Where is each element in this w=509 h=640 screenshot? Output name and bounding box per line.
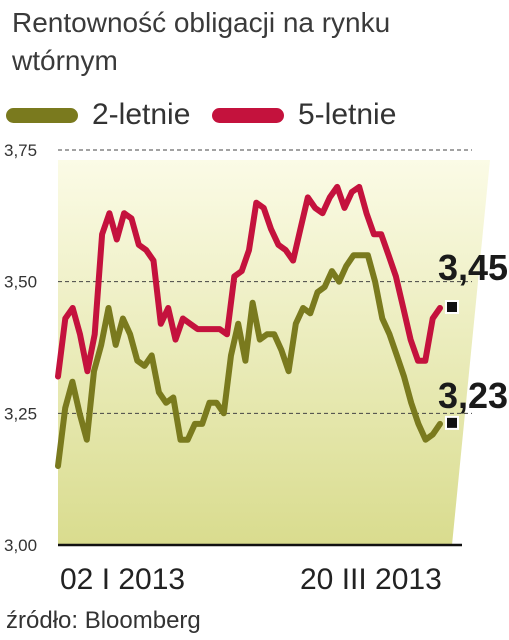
y-tick-label: 3,50 [4,273,37,292]
legend-label-2-letnie: 2-letnie [92,98,191,131]
series-line-5-letnie [55,183,443,380]
end-value-label-2-letnie: 3,23 [438,375,508,416]
source-note: źródło: Bloomberg [6,607,201,634]
end-marker-2-letnie [445,415,459,430]
legend-label-5-letnie: 5-letnie [298,98,397,131]
end-markers [445,300,459,430]
end-marker-5-letnie [445,300,459,314]
x-tick-label: 20 III 2013 [300,563,442,596]
plot-background [58,160,490,545]
y-tick-label: 3,75 [4,141,37,160]
end-value-label-5-letnie: 3,45 [438,247,508,288]
y-tick-label: 3,00 [4,536,37,555]
x-tick-label: 02 I 2013 [60,563,185,596]
y-axis: 3,75 3,50 3,25 3,00 [4,141,37,555]
legend: 2-letnie 5-letnie [0,95,509,135]
legend-swatch-5-letnie [212,108,284,123]
series-group [55,183,443,469]
chart-title: Rentowność obligacji na rynku wtórnym [12,7,391,76]
y-tick-label: 3,25 [4,404,37,423]
series-line-2-letnie [55,252,443,469]
grid-lines [58,149,472,414]
legend-swatch-2-letnie [6,108,78,123]
